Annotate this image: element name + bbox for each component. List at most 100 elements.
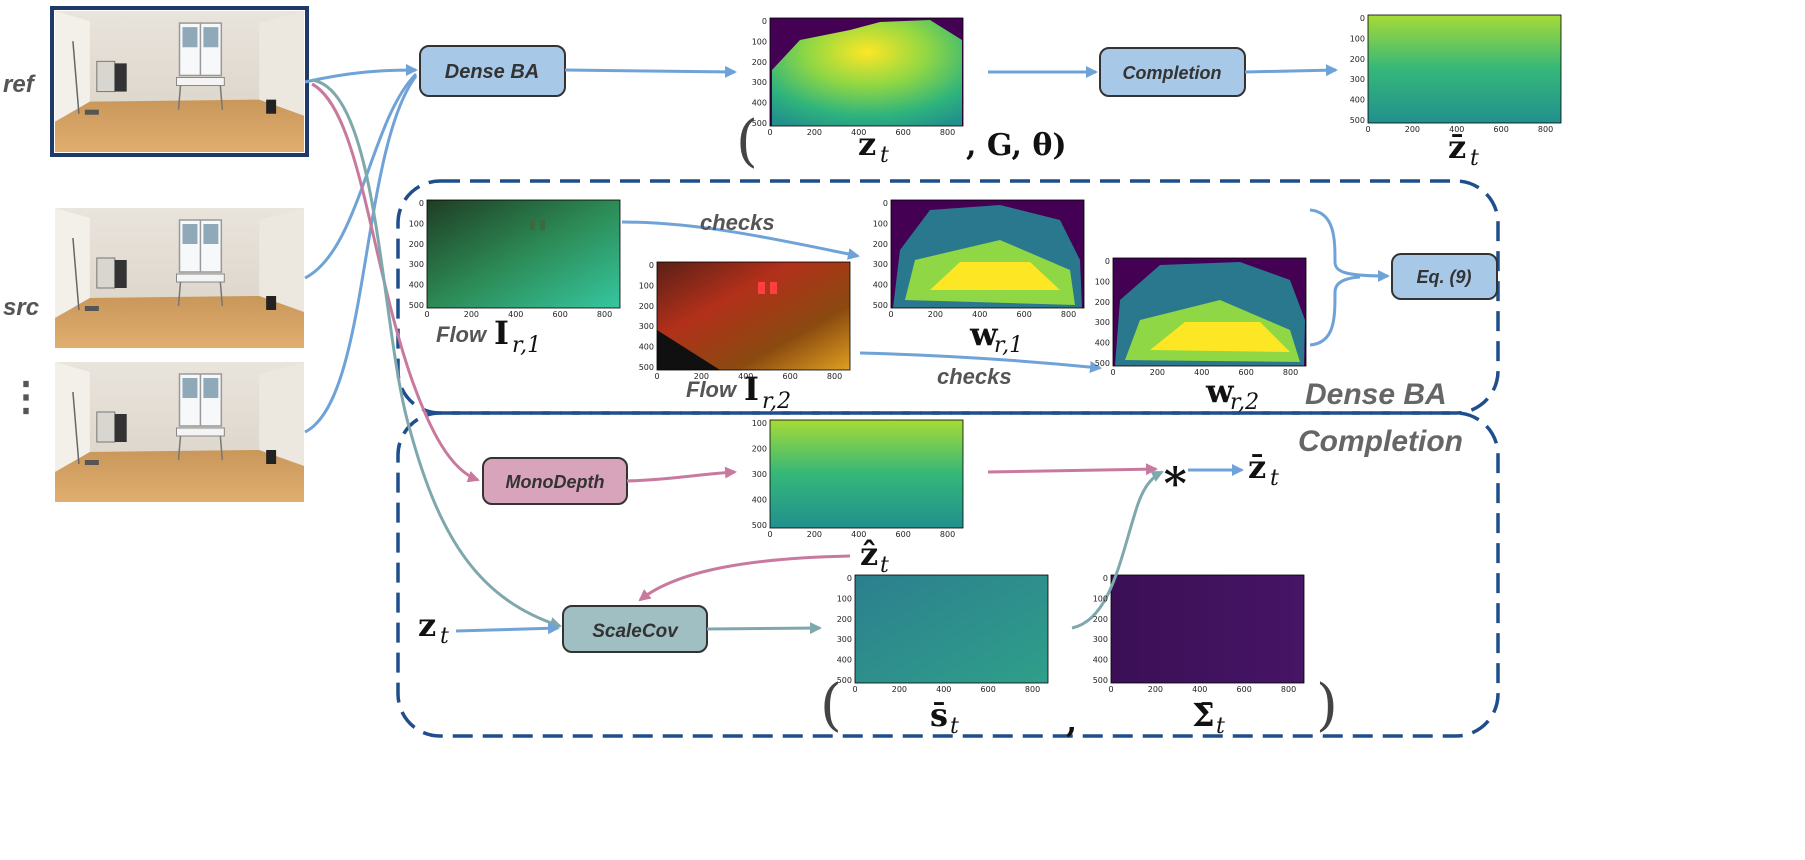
- y-tick-label: 200: [1095, 298, 1110, 307]
- x-tick-label: 600: [896, 530, 911, 539]
- y-tick-label: 500: [837, 676, 852, 685]
- y-tick-label: 300: [837, 635, 852, 644]
- y-tick-label: 0: [649, 261, 654, 270]
- x-tick-label: 0: [1110, 368, 1115, 377]
- completion-group: [396, 411, 1500, 738]
- x-tick-label: 200: [892, 685, 907, 694]
- y-tick-label: 300: [1095, 318, 1110, 327]
- x-tick-label: 800: [827, 372, 842, 381]
- covariance-map: [1110, 574, 1305, 684]
- monomap-to-product-arrow: [987, 463, 1158, 476]
- weights-merge-arrow: [1309, 208, 1390, 282]
- x-tick-label: 0: [424, 310, 429, 319]
- y-tick-label: 300: [409, 260, 424, 269]
- y-tick-label: 400: [1095, 339, 1110, 348]
- y-tick-label: 300: [1350, 75, 1365, 84]
- more-sources-ellipsis: ⋮: [6, 375, 46, 419]
- y-tick-label: 300: [1093, 635, 1108, 644]
- y-tick-label: 100: [837, 594, 852, 603]
- y-tick-label: 200: [409, 240, 424, 249]
- x-tick-label: 800: [940, 530, 955, 539]
- y-tick-label: 0: [1103, 574, 1108, 583]
- y-tick-label: 400: [409, 281, 424, 290]
- x-tick-label: 0: [888, 310, 893, 319]
- y-tick-label: 500: [873, 301, 888, 310]
- w-r2-label: w: [1205, 372, 1235, 410]
- y-tick-label: 100: [1093, 594, 1108, 603]
- weight-map-1: [890, 199, 1085, 309]
- z-t-input-subscript: t: [440, 624, 449, 649]
- y-tick-label: 0: [1105, 257, 1110, 266]
- x-tick-label: 0: [852, 685, 857, 694]
- y-tick-label: 500: [1093, 676, 1108, 685]
- z-t-subscript: t: [880, 143, 889, 168]
- w-r1-subscript: r,1: [994, 333, 1023, 358]
- weight-map-2: [1112, 257, 1307, 367]
- y-tick-label: 300: [639, 322, 654, 331]
- densebar-to-depth-arrow: [564, 65, 737, 78]
- x-tick-label: 0: [767, 530, 772, 539]
- y-tick-label: 400: [752, 496, 767, 505]
- y-tick-label: 100: [752, 37, 767, 46]
- x-tick-label: 0: [654, 372, 659, 381]
- dense-ba-module-label: Dense BA: [445, 61, 539, 83]
- x-tick-label: 800: [1283, 368, 1298, 377]
- y-tick-label: 300: [752, 78, 767, 87]
- scalecov-module-label: ScaleCov: [592, 621, 679, 642]
- src-image-1: [55, 208, 304, 348]
- y-tick-label: 0: [1360, 14, 1365, 23]
- ref-to-scalecov-arrow: [311, 78, 562, 629]
- zhat-t-label: ẑ: [860, 535, 878, 573]
- x-tick-label: 800: [1025, 685, 1040, 694]
- I-r1-subscript: r,1: [512, 333, 541, 358]
- y-tick-label: 0: [419, 199, 424, 208]
- y-tick-label: 400: [1093, 656, 1108, 665]
- x-tick-label: 400: [1194, 368, 1209, 377]
- scale-to-product-arrow: [1071, 470, 1164, 630]
- x-tick-label: 400: [936, 685, 951, 694]
- ref-label: ref: [3, 71, 36, 98]
- completion-group-title: Completion: [1298, 425, 1463, 458]
- z-t-label: z: [858, 125, 876, 163]
- eq9-module: [1391, 253, 1498, 300]
- x-tick-label: 400: [1192, 685, 1207, 694]
- ref-to-densebar-arrow: [304, 64, 418, 84]
- y-tick-label: 400: [1350, 96, 1365, 105]
- x-tick-label: 200: [928, 310, 943, 319]
- g-theta-label: , G, θ): [966, 128, 1067, 163]
- x-tick-label: 600: [896, 128, 911, 137]
- monodepth-module-label: MonoDepth: [506, 472, 605, 492]
- x-tick-label: 200: [807, 530, 822, 539]
- x-tick-label: 200: [1405, 125, 1420, 134]
- y-tick-label: 400: [837, 656, 852, 665]
- checks-2-label: checks: [937, 364, 1012, 389]
- src-image-2: [55, 362, 304, 502]
- scale-map: [854, 574, 1049, 684]
- I-r2-subscript: r,2: [762, 389, 791, 414]
- x-tick-label: 0: [767, 128, 772, 137]
- tuple-open-paren: (: [736, 109, 758, 174]
- depth-map-top: [769, 17, 964, 127]
- y-tick-label: 400: [873, 281, 888, 290]
- weights-merge-lower: [1309, 275, 1361, 347]
- I-r2-label: I: [744, 370, 759, 408]
- x-tick-label: 800: [1281, 685, 1296, 694]
- src-label: src: [3, 294, 39, 321]
- y-tick-label: 300: [873, 260, 888, 269]
- flow-map-1: [426, 199, 621, 309]
- x-tick-label: 800: [597, 310, 612, 319]
- zbar-t-out-label: z̄: [1248, 448, 1266, 486]
- x-tick-label: 800: [940, 128, 955, 137]
- x-tick-label: 0: [1108, 685, 1113, 694]
- completion-to-output-arrow: [1244, 64, 1338, 77]
- y-tick-label: 100: [409, 219, 424, 228]
- y-tick-label: 200: [837, 615, 852, 624]
- y-tick-label: 100: [873, 219, 888, 228]
- zbar-t-top-subscript: t: [1470, 146, 1479, 171]
- y-tick-label: 500: [409, 301, 424, 310]
- I-r1-label: I: [494, 314, 509, 352]
- y-tick-label: 0: [883, 199, 888, 208]
- scalecov-to-maps-arrow: [706, 622, 822, 635]
- monodepth-to-map-arrow: [626, 466, 737, 483]
- x-tick-label: 400: [851, 128, 866, 137]
